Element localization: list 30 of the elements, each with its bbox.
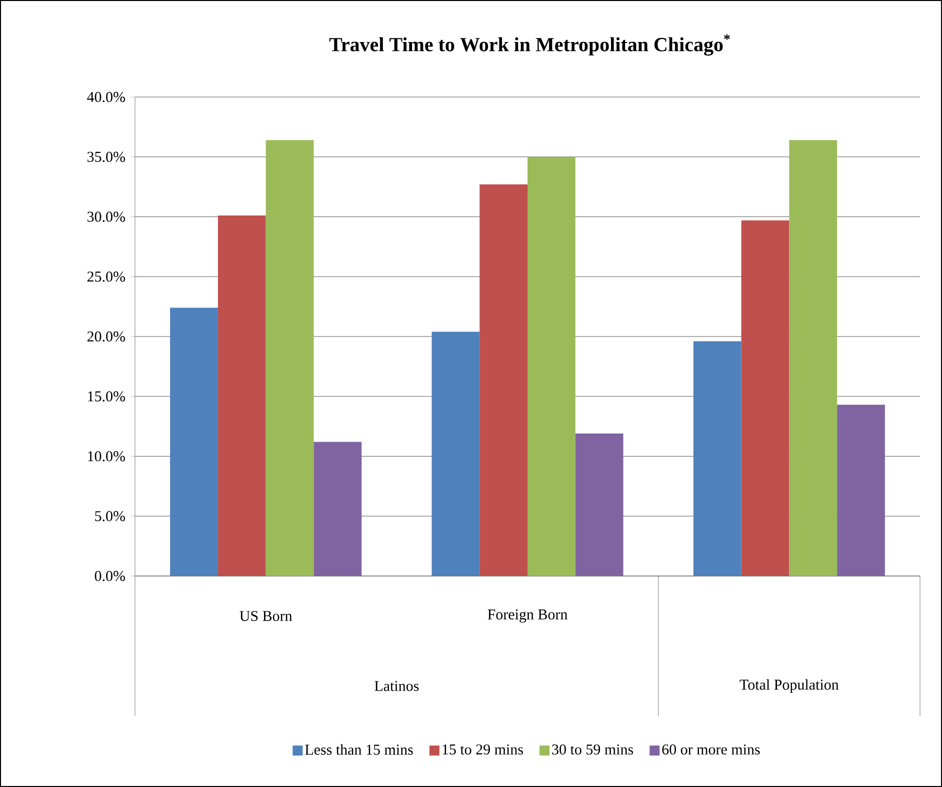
bar xyxy=(575,433,624,576)
legend-label: Less than 15 mins xyxy=(305,744,413,755)
bar xyxy=(480,184,528,576)
chart-title: Travel Time to Work in Metropolitan Chicago$^{*}$ xyxy=(329,34,730,56)
legend-label: 30 to 59 mins xyxy=(552,744,634,755)
legend-label: 15 to 29 mins xyxy=(442,744,523,755)
legend-label: 60 or more mins xyxy=(662,744,760,755)
bar xyxy=(741,220,790,576)
x-tick-label: Foreign Born xyxy=(488,609,568,623)
text: Total Population xyxy=(740,679,839,693)
x-tick-label: US Born xyxy=(240,610,292,622)
text: Latinos xyxy=(374,680,419,692)
bar xyxy=(693,341,742,576)
bar xyxy=(218,216,266,576)
y-tick-label: 10.0% xyxy=(88,451,126,462)
y-tick-label: 0.0% xyxy=(94,570,126,582)
bar xyxy=(789,140,838,576)
y-tick-label: 5.0% xyxy=(95,511,126,522)
bar xyxy=(432,332,480,576)
y-tick-label: 35.0% xyxy=(88,152,126,162)
bar xyxy=(314,442,362,576)
bar xyxy=(837,404,885,576)
y-tick-label: 15.0% xyxy=(88,391,126,402)
y-tick-label: 30.0% xyxy=(88,212,126,222)
bar xyxy=(528,156,576,576)
bar xyxy=(170,308,218,576)
bar xyxy=(266,140,314,576)
y-tick-label: 20.0% xyxy=(87,331,126,342)
y-tick-label: 40.0% xyxy=(87,92,126,102)
y-tick-label: 25.0% xyxy=(87,272,126,282)
